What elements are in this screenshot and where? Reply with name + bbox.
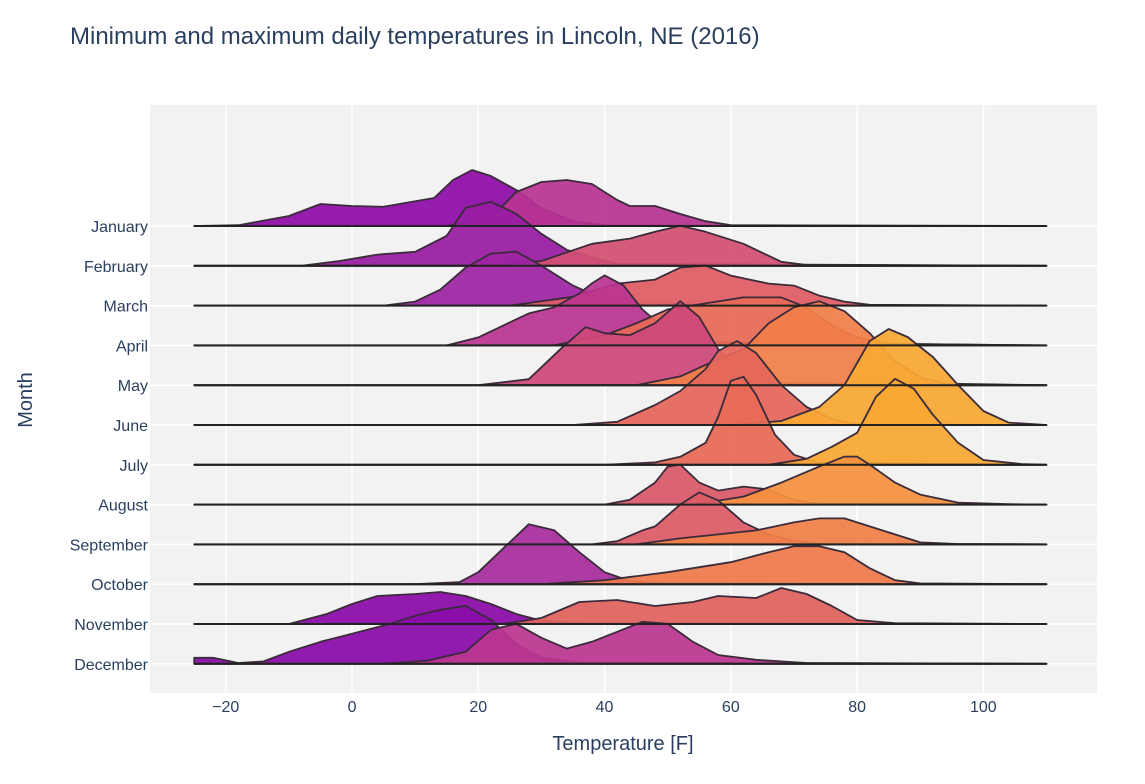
y-tick-label: June	[113, 418, 148, 435]
x-tick-label: 20	[469, 699, 487, 716]
y-tick-label: September	[70, 537, 149, 554]
x-tick-label: 100	[970, 699, 997, 716]
y-tick-label: May	[118, 378, 148, 395]
x-axis-title: Temperature [F]	[552, 733, 693, 755]
chart-title: Minimum and maximum daily temperatures i…	[70, 23, 760, 50]
ridge-october-max	[193, 545, 1048, 586]
y-tick-label: July	[120, 458, 148, 475]
baselines	[194, 225, 1047, 665]
y-tick-label: October	[91, 577, 149, 594]
ridge-december-max	[193, 620, 1048, 665]
ridges	[193, 169, 1048, 665]
y-tick-label: February	[84, 259, 148, 276]
y-tick-label: March	[104, 299, 148, 316]
x-tick-label: 80	[848, 699, 866, 716]
y-tick-label: December	[74, 657, 148, 674]
y-tick-label: January	[91, 219, 148, 236]
ridge-june-max	[193, 328, 1048, 426]
x-tick-label: −20	[212, 699, 239, 716]
y-tick-labels: January February March April May June July Augu…	[70, 219, 149, 674]
y-axis-title: Month	[15, 372, 37, 428]
x-tick-label: 0	[348, 699, 357, 716]
y-tick-label: November	[74, 617, 148, 634]
x-tick-labels: −20 0 20 40 60 80 100	[212, 699, 997, 716]
y-tick-label: August	[98, 498, 148, 515]
x-tick-label: 60	[722, 699, 740, 716]
ridge-july-max	[193, 377, 1048, 466]
ridge-november-max	[193, 587, 1048, 625]
x-tick-label: 40	[596, 699, 614, 716]
y-tick-label: April	[116, 338, 148, 355]
